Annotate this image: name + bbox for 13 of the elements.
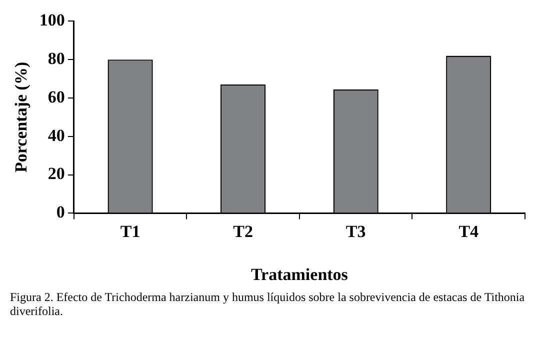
y-tick-label: 40 bbox=[48, 126, 65, 145]
x-tick-label: T2 bbox=[233, 222, 253, 241]
x-tick-label: T4 bbox=[458, 222, 480, 241]
y-tick-label: 0 bbox=[56, 202, 65, 222]
x-axis-title: Tratamientos bbox=[250, 265, 348, 284]
x-tick-label: T3 bbox=[346, 222, 366, 241]
y-tick-label: 100 bbox=[39, 10, 65, 30]
x-tick-label: T1 bbox=[120, 222, 140, 241]
y-axis-title: Porcentaje (%) bbox=[12, 62, 31, 173]
y-tick-label: 60 bbox=[48, 87, 65, 106]
y-tick-label: 80 bbox=[48, 48, 65, 68]
text: Figura 2. Efecto de Trichoderma harzianum y humus líquidos sobre la sobrevivencia de estacas de Tithonia diverifolia. bbox=[9, 290, 526, 318]
y-tick-label: 20 bbox=[48, 164, 65, 184]
